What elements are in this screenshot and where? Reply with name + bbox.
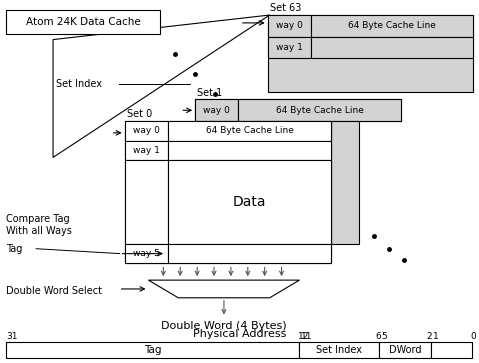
Text: Set Index: Set Index (56, 79, 102, 89)
Text: Set 63: Set 63 (270, 3, 301, 13)
Polygon shape (148, 280, 299, 298)
Text: way 1: way 1 (276, 43, 303, 52)
Bar (299, 342, 379, 358)
Text: 2: 2 (427, 332, 432, 341)
Bar (268, 15, 311, 37)
Text: Set 0: Set 0 (126, 109, 152, 119)
Bar (168, 121, 331, 141)
Bar (168, 160, 331, 244)
Text: 6: 6 (375, 332, 381, 341)
Text: way 0: way 0 (203, 106, 230, 115)
Text: Double Word (4 Bytes): Double Word (4 Bytes) (161, 321, 287, 331)
Bar (125, 141, 168, 160)
Bar (268, 15, 473, 91)
Text: Tag: Tag (144, 345, 161, 355)
Bar (331, 121, 359, 244)
Text: With all Ways: With all Ways (6, 226, 72, 236)
Bar (125, 244, 168, 264)
Bar (379, 342, 431, 358)
Bar (195, 99, 401, 121)
Bar (168, 244, 331, 264)
Polygon shape (53, 15, 270, 158)
Text: way 0: way 0 (276, 21, 303, 30)
Text: way 0: way 0 (133, 126, 160, 135)
Text: way 5: way 5 (133, 249, 160, 258)
Bar (168, 141, 331, 160)
Text: Atom 24K Data Cache: Atom 24K Data Cache (26, 17, 141, 27)
Text: Double Word Select: Double Word Select (6, 286, 103, 296)
Text: 5: 5 (381, 332, 387, 341)
Bar (311, 15, 473, 37)
Text: Compare Tag: Compare Tag (6, 214, 70, 224)
Bar (239, 99, 401, 121)
Text: 12: 12 (297, 332, 309, 341)
Text: 0: 0 (470, 332, 476, 341)
Bar (268, 37, 311, 58)
Bar (125, 121, 168, 141)
Text: Set 1: Set 1 (197, 87, 222, 98)
Text: Tag: Tag (6, 244, 23, 254)
Bar (6, 342, 299, 358)
Text: 64 Byte Cache Line: 64 Byte Cache Line (275, 106, 364, 115)
Bar (311, 37, 473, 58)
Bar (195, 99, 239, 121)
Text: Set Index: Set Index (316, 345, 362, 355)
Text: Data: Data (233, 195, 266, 209)
Text: DWord: DWord (388, 345, 421, 355)
Text: 64 Byte Cache Line: 64 Byte Cache Line (205, 126, 294, 135)
Text: way 1: way 1 (133, 146, 160, 155)
Bar (125, 160, 168, 244)
Text: 1: 1 (433, 332, 438, 341)
Bar (125, 121, 331, 264)
Bar (431, 342, 472, 358)
Bar (6, 10, 160, 34)
Text: 11: 11 (301, 332, 313, 341)
Text: Physical Address: Physical Address (193, 329, 286, 339)
Text: 64 Byte Cache Line: 64 Byte Cache Line (348, 21, 436, 30)
Text: 31: 31 (6, 332, 18, 341)
